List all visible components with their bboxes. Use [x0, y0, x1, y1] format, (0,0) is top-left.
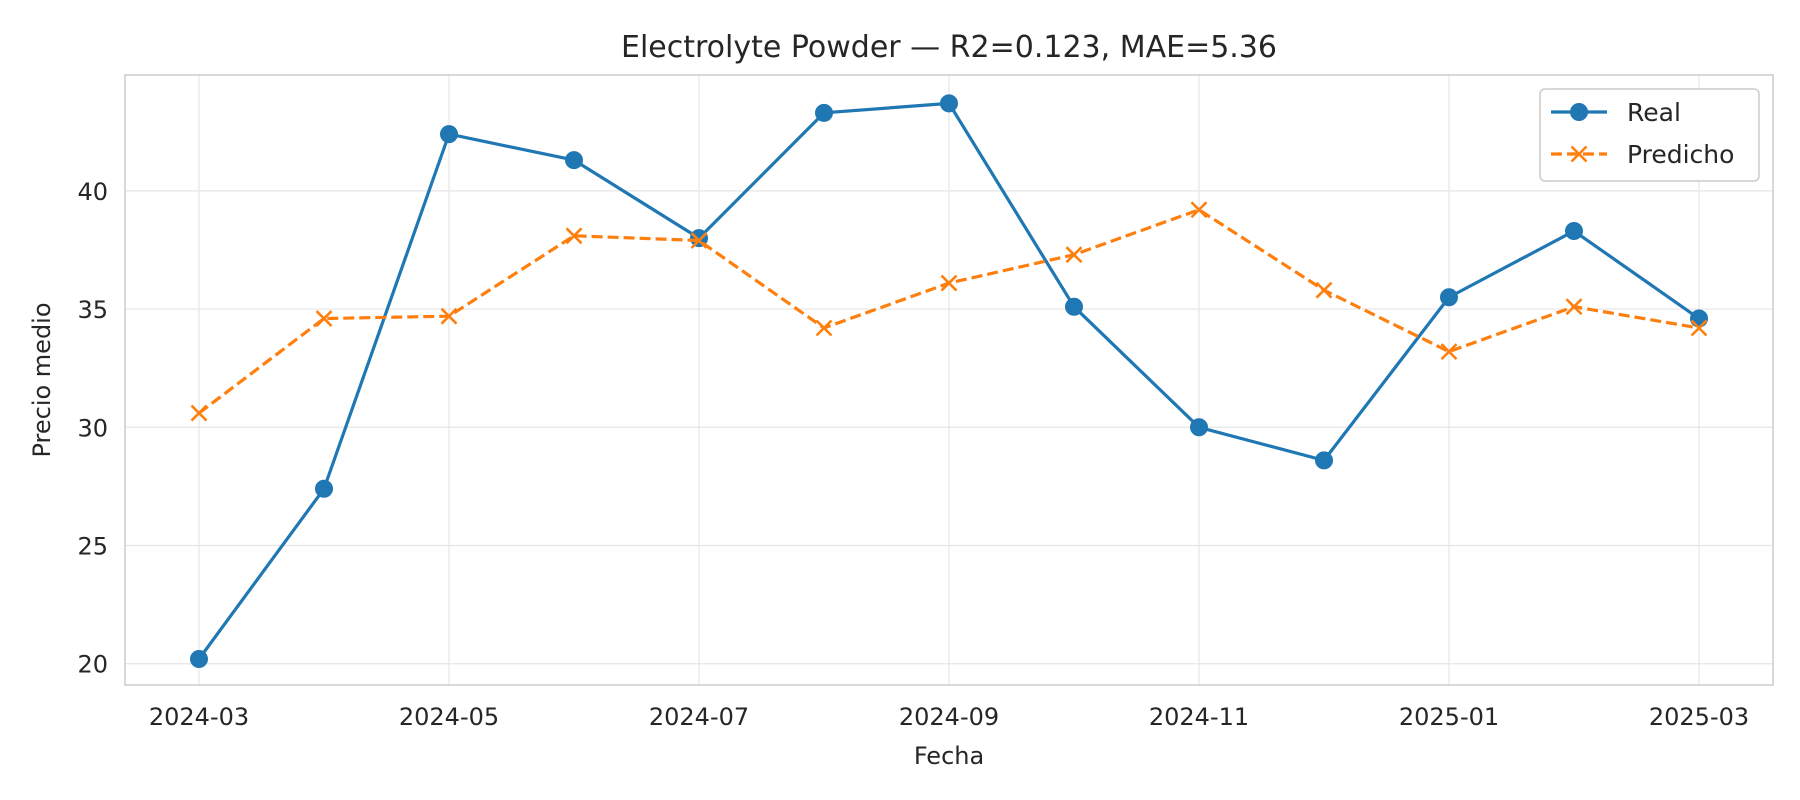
grid [125, 75, 1773, 685]
series [190, 94, 1708, 668]
x-tick-label: 2024-07 [649, 703, 749, 731]
x-axis-label: Fecha [914, 742, 984, 770]
x-tick-label: 2024-09 [899, 703, 999, 731]
data-point [190, 649, 208, 668]
data-point [815, 103, 833, 122]
data-point [1190, 418, 1208, 437]
x-tick-label: 2024-05 [399, 703, 499, 731]
data-point [1065, 246, 1083, 264]
plot-frame [124, 74, 1774, 686]
series-predicho [190, 201, 1708, 422]
x-tick-label: 2024-11 [1149, 703, 1249, 731]
y-tick-label: 30 [77, 414, 108, 442]
series-real [190, 94, 1708, 668]
legend-items: Real Predicho [1551, 98, 1734, 169]
data-point [315, 310, 333, 327]
data-point [440, 307, 458, 325]
x-tick-label: 2025-03 [1649, 703, 1749, 731]
legend-label: Real [1627, 98, 1681, 127]
legend-label: Predicho [1627, 140, 1734, 169]
data-point [1065, 297, 1083, 316]
data-point [1190, 201, 1208, 219]
data-point [565, 227, 583, 245]
data-point [440, 125, 458, 144]
data-point [1440, 288, 1458, 307]
data-point [940, 274, 958, 292]
y-tick-label: 20 [77, 651, 108, 679]
data-point [815, 319, 833, 337]
data-point [940, 94, 958, 113]
data-point [1565, 298, 1583, 316]
ticks: 2024-03 2024-05 2024-07 2024-09 2024-11 2025-… [77, 178, 1749, 731]
y-tick-label: 40 [77, 178, 108, 206]
legend-entry: Predicho [1551, 140, 1734, 169]
data-point [1690, 309, 1708, 328]
legend-marker [1570, 145, 1588, 163]
legend-entry: Real [1551, 98, 1681, 127]
y-tick-label: 35 [77, 296, 108, 324]
x-tick-label: 2025-01 [1399, 703, 1499, 731]
x-tick-label: 2024-03 [149, 703, 249, 731]
data-point [1315, 281, 1333, 299]
data-point [1440, 343, 1458, 361]
legend: Real Predicho [1539, 88, 1760, 182]
data-point [1565, 222, 1583, 241]
data-point [1690, 319, 1708, 337]
data-point [1315, 451, 1333, 470]
data-point [690, 232, 708, 249]
data-point [315, 479, 333, 498]
data-point [565, 151, 583, 170]
y-axis-label: Precio medio [28, 302, 56, 457]
y-tick-label: 25 [77, 533, 108, 561]
chart-title: Electrolyte Powder — R2=0.123, MAE=5.36 [621, 30, 1277, 65]
legend-marker [1570, 103, 1588, 121]
data-point [190, 404, 208, 422]
